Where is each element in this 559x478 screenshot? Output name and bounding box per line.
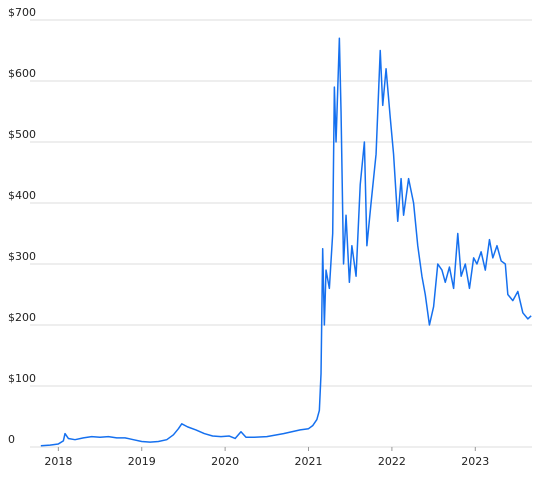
x-tick-label: 2022 <box>378 455 406 468</box>
y-tick-label: $400 <box>8 189 36 202</box>
y-tick-label: $500 <box>8 128 36 141</box>
y-tick-label: 0 <box>8 433 15 446</box>
x-tick-label: 2020 <box>211 455 239 468</box>
x-tick-label: 2019 <box>128 455 156 468</box>
price-line <box>40 37 532 447</box>
y-tick-label: $700 <box>8 6 36 19</box>
y-tick-label: $600 <box>8 67 36 80</box>
x-tick-label: 2021 <box>295 455 323 468</box>
x-tick-label: 2018 <box>44 455 72 468</box>
x-tick-label: 2023 <box>461 455 489 468</box>
y-tick-label: $200 <box>8 311 36 324</box>
y-tick-label: $300 <box>8 250 36 263</box>
y-tick-label: $100 <box>8 372 36 385</box>
